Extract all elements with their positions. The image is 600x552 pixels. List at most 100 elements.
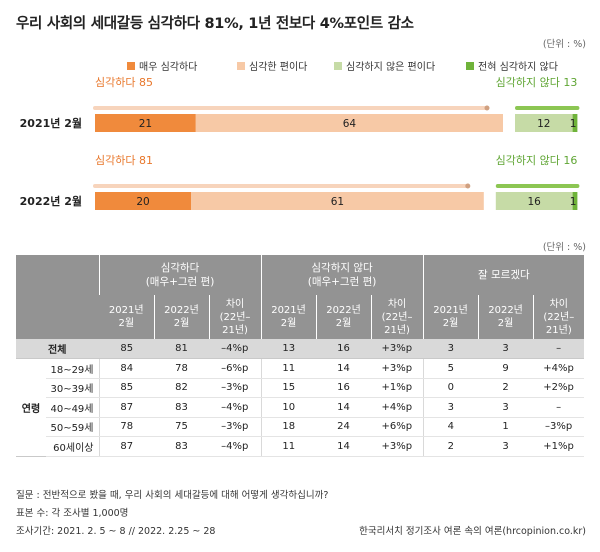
bar-value-label: 61 xyxy=(331,196,344,208)
sample-note: 표본 수: 각 조사별 1,000명 xyxy=(16,508,129,519)
table-cell: 9 xyxy=(478,358,534,379)
row-label: 전체 xyxy=(16,339,99,359)
legend-swatch xyxy=(334,61,342,70)
table-cell: 13 xyxy=(260,339,317,359)
legend-label: 매우 심각하다 xyxy=(139,62,198,73)
bar-value-label: 12 xyxy=(537,118,550,130)
bar-value-label: 64 xyxy=(343,118,357,130)
table-cell: +1%p xyxy=(533,436,585,457)
legend-swatch xyxy=(237,61,245,70)
bar-segment xyxy=(95,114,196,132)
not-serious-summary-label: 심각하지 않다 13 xyxy=(496,75,578,89)
table-cell: 83 xyxy=(154,397,209,418)
row-label: 50~59세 xyxy=(46,417,99,437)
legend-item-very-serious: 매우 심각하다 xyxy=(127,58,197,73)
serious-summary-label: 심각하다 81 xyxy=(95,153,153,167)
subheader-cell: 차이 (22년– 21년) xyxy=(370,295,424,339)
table-row: 30~39세 85 82 –3%p 15 16 +1%p 0 2 +2%p xyxy=(16,378,585,398)
table-row-total: 전체 85 81 –4%p 13 16 +3%p 3 3– xyxy=(16,339,585,359)
table-cell: 16 xyxy=(316,378,372,398)
bar-segment xyxy=(572,192,578,210)
serious-summary-dot xyxy=(484,105,490,111)
table-cell: +4%p xyxy=(533,358,585,379)
table-cell: – xyxy=(533,397,585,418)
table-cell: 11 xyxy=(260,436,317,457)
table-row: 50~59세 78 75 –3%p 18 24 +6%p 4 1 –3%p xyxy=(16,417,585,437)
table-cell: –4%p xyxy=(209,339,262,359)
table-cell: – xyxy=(533,339,585,359)
table-cell: 78 xyxy=(154,358,209,379)
table-row: 연령 18~29세 84 78 –6%p 11 14 +3%p 5 9 +4%p xyxy=(16,358,585,457)
table-cell: –6%p xyxy=(209,358,262,379)
table-cell: 83 xyxy=(154,436,209,457)
bar-segment xyxy=(195,114,504,132)
not-serious-summary-label: 심각하지 않다 16 xyxy=(496,153,578,167)
bar-segment xyxy=(515,114,573,132)
legend-item-not-serious-ish: 심각하지 않은 편이다 xyxy=(334,58,435,73)
subheader-cell: 2021년 2월 xyxy=(99,295,154,339)
table-cell: +3%p xyxy=(371,436,424,457)
table-cell: 3 xyxy=(422,397,479,418)
table-cell: 87 xyxy=(98,397,154,418)
table-cell: 14 xyxy=(316,397,372,418)
table-body: 전체 85 81 –4%p 13 16 +3%p 3 3– 연령 18~29세 84 78 –6%p 11 1… xyxy=(16,339,585,457)
bar-segment xyxy=(495,192,573,210)
table-cell: 81 xyxy=(154,339,209,359)
bar-value-label: 16 xyxy=(528,196,542,208)
subheader-cell: 차이 (22년– 21년) xyxy=(532,295,585,339)
table-cell: 3 xyxy=(478,436,534,457)
legend-swatch xyxy=(466,61,474,70)
unit-label-table: (단위 : %) xyxy=(542,242,586,253)
table-cell: +3%p xyxy=(371,358,424,379)
category-label: 2021년 2월 xyxy=(20,116,82,130)
row-label: 18~29세 xyxy=(46,358,99,379)
legend-label: 심각한 편이다 xyxy=(249,62,308,73)
subheader-cell: 2022년 2월 xyxy=(315,295,372,339)
header-corner xyxy=(16,255,99,339)
table-cell: 3 xyxy=(478,397,534,418)
table-cell: 18 xyxy=(260,417,317,437)
table-cell: 10 xyxy=(260,397,317,418)
table-cell: +6%p xyxy=(371,417,424,437)
chart-title: 우리 사회의 세대갈등 심각하다 81%, 1년 전보다 4%포인트 감소 xyxy=(16,16,414,32)
source-note: 한국리서치 정기조사 여론 속의 여론(hrcopinion.co.kr) xyxy=(359,526,586,537)
date-note: 조사기간: 2021. 2. 5 ~ 8 // 2022. 2.25 ~ 28 xyxy=(16,526,216,537)
legend-swatch xyxy=(127,61,135,70)
table-cell: 1 xyxy=(478,417,534,437)
subheader-row: 2021년 2월 2022년 2월 차이 (22년– 21년) 2021년 2월 2022년 2월 차… xyxy=(16,295,585,339)
table-cell: +3%p xyxy=(371,339,424,359)
table-cell: –3%p xyxy=(209,378,262,398)
table-row: 60세이상 87 83 –4%p 11 14 +3%p 2 3 +1%p xyxy=(16,436,585,457)
row-label: 40~49세 xyxy=(46,397,99,418)
table-cell: 78 xyxy=(98,417,154,437)
table-cell: 2 xyxy=(478,378,534,398)
bar-value-label: 1 xyxy=(570,196,577,208)
bar-value-label: 20 xyxy=(136,196,149,208)
legend-label: 심각하지 않은 편이다 xyxy=(346,62,436,73)
subheader-cell: 2021년 2월 xyxy=(422,295,479,339)
group-header-dont-know: 잘 모르겠다 xyxy=(422,255,585,295)
bar-segment xyxy=(191,192,484,210)
table-cell: 84 xyxy=(98,358,154,379)
group-label: 연령 xyxy=(16,358,46,457)
bar-segment xyxy=(95,192,191,210)
table-cell: 24 xyxy=(316,417,372,437)
subheader-cell: 2022년 2월 xyxy=(477,295,534,339)
legend-item-serious-ish: 심각한 편이다 xyxy=(237,58,307,73)
table-cell: 16 xyxy=(316,339,372,359)
group-header-not-serious: 심각하지 않다 (매우+그런 편) xyxy=(260,255,424,295)
row-label: 30~39세 xyxy=(46,378,99,398)
subheader-cell: 차이 (22년– 21년) xyxy=(208,295,262,339)
table-cell: 5 xyxy=(422,358,479,379)
table-cell: +2%p xyxy=(533,378,585,398)
table-cell: +1%p xyxy=(371,378,424,398)
results-table: 심각하다 (매우+그런 편) 심각하지 않다 (매우+그런 편) 잘 모르겠다 20… xyxy=(16,255,585,457)
question-note: 질문 : 전반적으로 봤을 때, 우리 사회의 세대갈등에 대해 어떻게 생각하… xyxy=(16,490,329,501)
table-cell: 14 xyxy=(316,436,372,457)
group-header-serious: 심각하다 (매우+그런 편) xyxy=(98,255,262,295)
bar-value-label: 1 xyxy=(570,118,577,130)
subheader-cell: 2021년 2월 xyxy=(260,295,317,339)
category-label: 2022년 2월 xyxy=(20,194,82,208)
serious-summary-dot xyxy=(465,183,471,189)
table-cell: 3 xyxy=(422,339,479,359)
